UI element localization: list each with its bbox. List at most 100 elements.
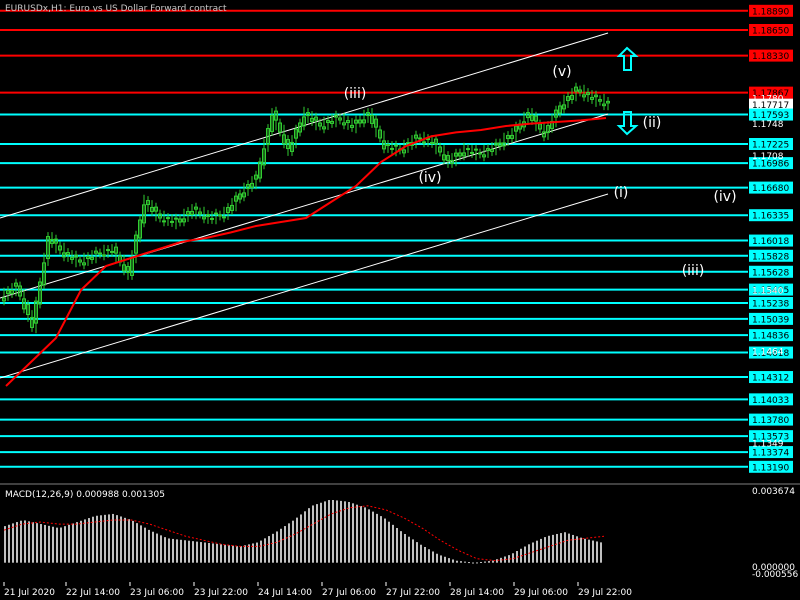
level-label: 1.13573: [752, 433, 789, 443]
candle-body: [222, 216, 226, 219]
level-label: 1.16680: [752, 184, 789, 194]
level-label: 1.15405: [752, 286, 789, 296]
macd-bar: [28, 521, 30, 563]
macd-bar: [448, 558, 450, 563]
channel-line-middle[interactable]: [0, 113, 609, 299]
candle-body: [170, 220, 174, 223]
macd-bar: [340, 500, 342, 563]
candle-body: [402, 149, 406, 154]
candle-body: [254, 174, 258, 180]
level-label-box: [749, 296, 793, 309]
macd-pane: MACD(12,26,9) 0.000988 0.001305 0.003674…: [3, 487, 798, 580]
level-label-box: [749, 371, 793, 384]
macd-bar: [368, 509, 370, 563]
candle-body: [506, 135, 510, 140]
level-label-box: [749, 265, 793, 278]
candle-body: [62, 252, 66, 258]
wave-label: (iv): [713, 189, 736, 205]
level-label: 1.16986: [752, 160, 789, 170]
macd-bar: [224, 544, 226, 563]
candle-body: [258, 161, 262, 179]
candle-body: [458, 152, 462, 157]
candle-body: [194, 206, 198, 210]
candle-body: [98, 252, 102, 255]
macd-bar: [508, 555, 510, 563]
wave-label: (iv): [418, 170, 441, 186]
candle-body: [582, 94, 586, 98]
candle-body: [218, 214, 222, 217]
macd-bar: [64, 526, 66, 563]
level-label: 1.15238: [752, 299, 789, 309]
level-label: 1.13190: [752, 463, 789, 473]
macd-bar: [168, 538, 170, 563]
macd-bar: [328, 500, 330, 563]
candle-body: [446, 155, 450, 162]
macd-bar: [352, 503, 354, 563]
macd-bar: [388, 521, 390, 563]
macd-bar: [108, 514, 110, 563]
macd-bar: [456, 560, 458, 563]
macd-bar: [312, 505, 314, 563]
macd-bar: [12, 523, 14, 563]
candle-body: [342, 122, 346, 126]
macd-bar: [276, 531, 278, 563]
macd-bar: [76, 522, 78, 563]
candle-body: [86, 256, 90, 260]
candle-body: [234, 195, 238, 202]
candle-body: [318, 122, 322, 127]
macd-bar: [468, 562, 470, 564]
candle-body: [602, 103, 606, 107]
macd-bar: [88, 518, 90, 563]
wave-label: (v): [552, 64, 571, 80]
macd-bar: [384, 518, 386, 563]
macd-bar: [332, 499, 334, 563]
candle-body: [590, 96, 594, 100]
candle-body: [314, 116, 318, 121]
macd-bar: [440, 555, 442, 563]
candle-body: [514, 125, 518, 132]
level-label-box: [749, 329, 793, 342]
candle-body: [270, 114, 274, 132]
moving-average-line: [5, 117, 607, 387]
macd-axis-label: -0.000556: [752, 570, 798, 580]
candle-body: [382, 140, 386, 150]
candle-body: [70, 256, 74, 260]
price-tick-label: 1.1464: [752, 347, 784, 357]
macd-bar: [552, 534, 554, 563]
level-label-box: [749, 108, 793, 121]
price-tick-label: 1.1780: [752, 95, 784, 105]
level-label: 1.17225: [752, 141, 789, 151]
candle-body: [350, 124, 354, 128]
price-axis: 1.1780 1.1748 1.1708 1.1540 1.1464 1.1349: [752, 95, 784, 450]
candle-body: [534, 115, 538, 122]
candle-body: [166, 217, 170, 220]
candle-body: [126, 266, 130, 274]
macd-bar: [288, 523, 290, 563]
macd-bar: [356, 504, 358, 563]
macd-bar: [96, 515, 98, 563]
level-label-box: [749, 157, 793, 170]
candle-body: [430, 141, 434, 144]
macd-bar: [188, 540, 190, 563]
candle-body: [74, 254, 78, 258]
macd-bar: [272, 533, 274, 563]
macd-bar: [512, 553, 514, 563]
candle-body: [478, 152, 482, 155]
macd-bar: [4, 526, 6, 563]
horizontal-levels[interactable]: 1.18890 1.18650 1.18330 1.17867 1.177171.175…: [0, 4, 793, 474]
candle-body: [278, 122, 282, 133]
candle-body: [562, 104, 566, 110]
candle-body: [94, 250, 98, 254]
candle-body: [102, 254, 106, 257]
level-label: 1.14312: [752, 374, 789, 384]
macd-bar: [144, 527, 146, 563]
channel-line-lower[interactable]: [0, 193, 609, 379]
candle-body: [366, 112, 370, 117]
macd-bar: [564, 532, 566, 563]
candle-body: [138, 219, 142, 239]
candle-body: [178, 218, 182, 223]
candle-body: [30, 316, 34, 328]
candle-body: [454, 152, 458, 157]
